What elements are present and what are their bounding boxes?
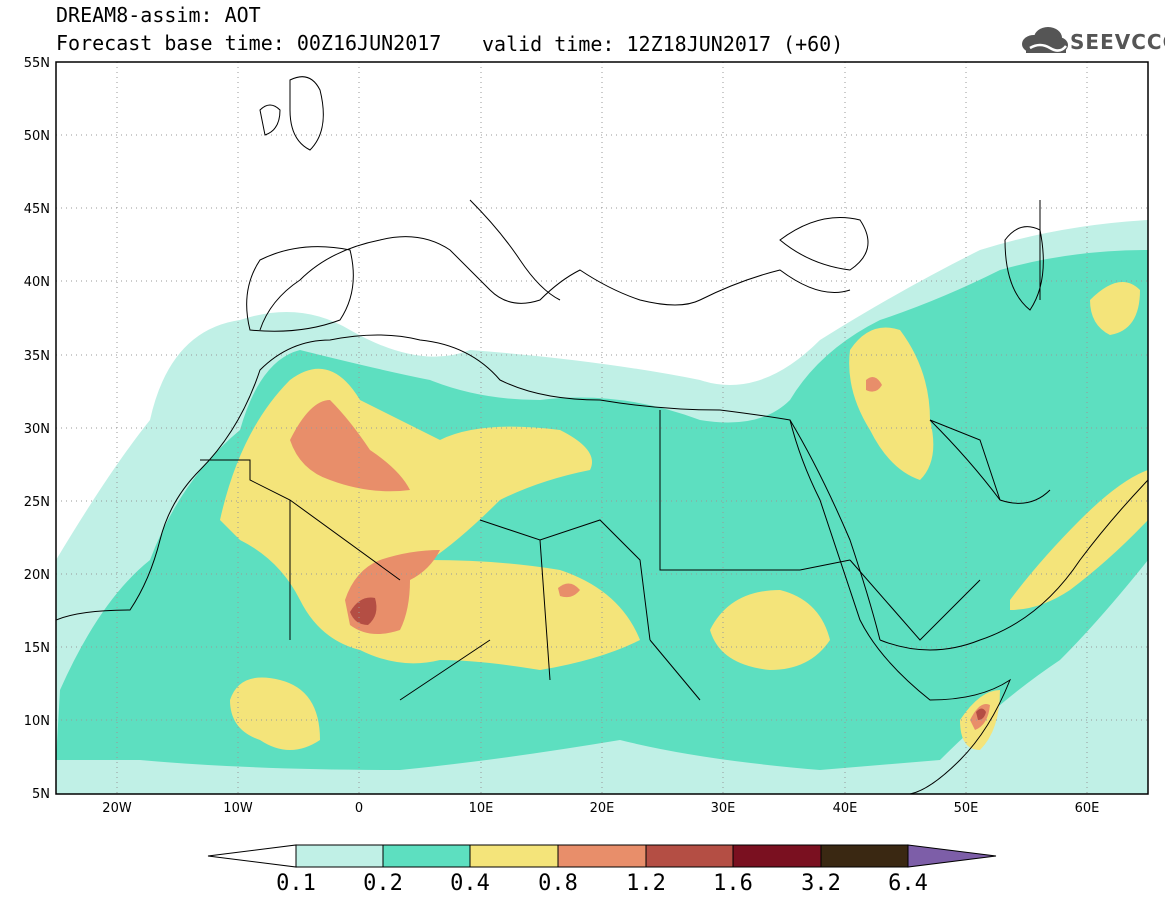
lon-tick-label: 20W	[102, 801, 132, 816]
seevccc-logo: SEEVCCC	[1018, 24, 1165, 58]
map-frame	[55, 61, 1149, 795]
aot-band-yellow-iran	[1090, 282, 1140, 335]
aot-band-red-niger	[350, 597, 377, 625]
lat-tick-label: 30N	[24, 422, 50, 437]
logo-text: SEEVCCC	[1070, 30, 1165, 54]
aot-band-orange-algeria	[290, 400, 410, 492]
map-gridlines	[56, 62, 1148, 794]
british-isles	[259, 76, 324, 151]
cloud-icon	[1022, 27, 1068, 53]
lon-tick-label: 10E	[469, 801, 494, 816]
iberia	[246, 246, 354, 332]
colorbar-label: 3.2	[801, 871, 841, 896]
aot-band-red-somalia	[976, 708, 986, 720]
lon-tick-label: 40E	[833, 801, 858, 816]
valid-time: valid time: 12Z18JUN2017 (+60)	[482, 32, 844, 56]
colorbar-label: 6.4	[888, 871, 928, 896]
map-title: DREAM8-assim: AOT	[56, 3, 261, 27]
aot-band-yellow-sudan	[710, 590, 830, 670]
lat-tick-label: 20N	[24, 568, 50, 583]
lon-tick-label: 10W	[223, 801, 253, 816]
caspian-sea	[1004, 226, 1044, 311]
africa-coast	[56, 334, 1012, 794]
colorbar-bin	[645, 844, 734, 868]
lon-tick-label: 20E	[590, 801, 615, 816]
lon-tick-label: 60E	[1075, 801, 1100, 816]
lon-tick-label: 0	[355, 801, 363, 816]
aot-band-yellow-guinea	[230, 677, 320, 750]
colorbar: 0.1 0.2 0.4 0.8 1.2 1.6 3.2 6.4	[207, 844, 997, 896]
europe-coast	[259, 236, 851, 331]
colorbar-bin	[820, 844, 909, 868]
italy	[469, 199, 561, 301]
colorbar-bin	[295, 844, 384, 868]
colorbar-label: 1.6	[713, 871, 753, 896]
lat-tick-label: 5N	[32, 787, 50, 802]
lon-tick-label: 50E	[954, 801, 979, 816]
arabia-coast	[879, 479, 1148, 651]
forecast-base-time: Forecast base time: 00Z16JUN2017	[56, 31, 442, 55]
aot-band-yellow-arabia	[1010, 470, 1148, 610]
colorbar-label: 0.2	[363, 871, 403, 896]
colorbar-bin	[382, 844, 471, 868]
lat-axis: 5N 10N 15N 20N 25N 30N 35N 40N 45N 50N 5…	[24, 56, 50, 802]
colorbar-label: 0.1	[276, 871, 316, 896]
aot-band-orange-chad	[558, 583, 580, 598]
colorbar-label: 0.8	[538, 871, 578, 896]
lon-axis: 20W 10W 0 10E 20E 30E 40E 50E 60E	[102, 801, 1099, 816]
lat-tick-label: 45N	[24, 202, 50, 217]
aot-band-yellow-iraq	[849, 327, 934, 480]
aot-band-orange-iraq	[866, 376, 882, 392]
colorbar-high-arrow	[907, 844, 997, 868]
lat-tick-label: 25N	[24, 495, 50, 510]
colorbar-label: 0.4	[450, 871, 490, 896]
lat-tick-label: 35N	[24, 349, 50, 364]
coastlines	[56, 76, 1148, 794]
black-sea	[779, 217, 869, 271]
lon-tick-label: 30E	[711, 801, 736, 816]
colorbar-bin	[732, 844, 822, 868]
colorbar-label: 1.2	[626, 871, 666, 896]
colorbar-low-arrow	[207, 844, 297, 868]
colorbar-bin	[469, 844, 559, 868]
border-lines	[200, 200, 1041, 701]
colorbar-bin	[557, 844, 647, 868]
lat-tick-label: 55N	[24, 56, 50, 71]
persian-gulf	[929, 419, 1051, 504]
lat-tick-label: 15N	[24, 641, 50, 656]
lat-tick-label: 10N	[24, 714, 50, 729]
lat-tick-label: 50N	[24, 129, 50, 144]
red-sea	[789, 419, 881, 641]
lat-tick-label: 40N	[24, 275, 50, 290]
